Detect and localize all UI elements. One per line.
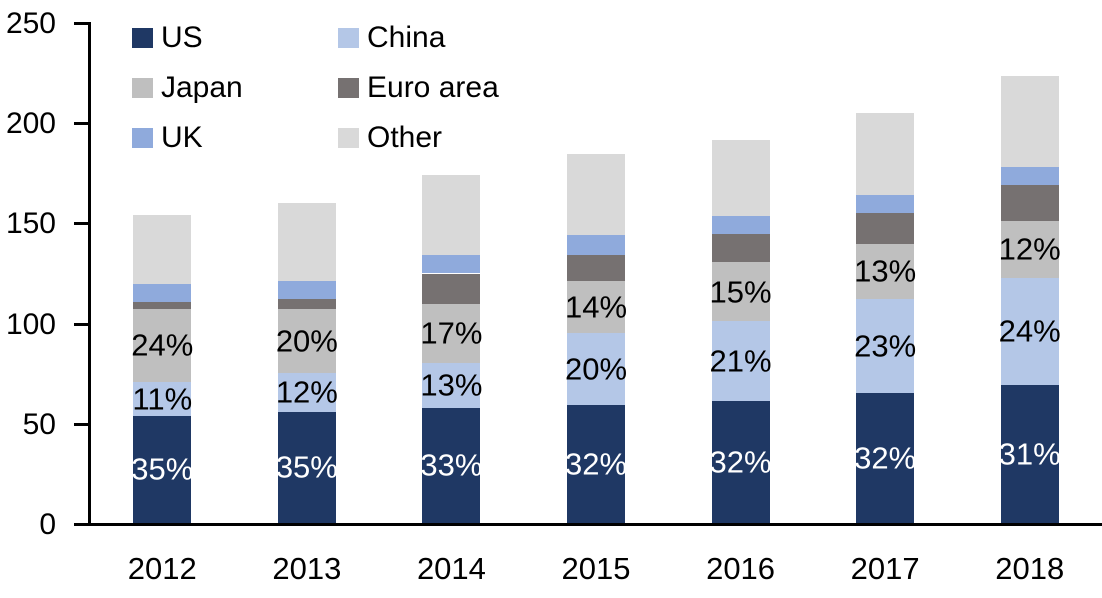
y-tick-label: 250 — [5, 7, 56, 40]
bar-segment-euro-area-2013 — [277, 298, 336, 309]
x-axis-label-2015: 2015 — [561, 551, 631, 586]
bar-label-japan-2017: 13% — [854, 253, 917, 289]
legend-swatch-uk — [132, 128, 153, 148]
bar-segment-uk-2018 — [1000, 167, 1059, 186]
legend-label: Other — [367, 120, 443, 154]
bar-segment-china-2012 — [133, 381, 192, 416]
bar-label-china-2013: 12% — [275, 374, 338, 410]
bar-label-china-2018: 24% — [998, 313, 1061, 349]
bar-segment-other-2017 — [856, 113, 915, 196]
bar-segment-uk-2012 — [133, 283, 192, 302]
bar-segment-euro-area-2018 — [1000, 185, 1059, 222]
bar-segment-euro-area-2012 — [133, 301, 192, 309]
bar-segment-us-2012 — [133, 415, 192, 523]
legend-label: US — [161, 20, 203, 54]
bar-label-china-2012: 11% — [132, 381, 193, 417]
bar-segment-uk-2017 — [856, 195, 915, 214]
bar-label-japan-2016: 15% — [709, 274, 772, 310]
bar-segment-us-2015 — [567, 404, 625, 523]
x-axis-label-2017: 2017 — [850, 551, 920, 586]
bar-segment-china-2018 — [1000, 277, 1059, 385]
x-axis-label-2018: 2018 — [995, 551, 1065, 586]
bar-segment-other-2016 — [711, 140, 770, 217]
x-axis-baseline — [74, 523, 1102, 526]
legend-swatch-china — [338, 28, 359, 48]
bar-segment-euro-area-2016 — [711, 234, 770, 263]
x-axis-label-2012: 2012 — [127, 551, 197, 586]
bar-segment-china-2015 — [567, 332, 625, 405]
bar-segment-uk-2016 — [711, 216, 770, 235]
bar-segment-euro-area-2014 — [422, 273, 481, 304]
y-tick-label: 50 — [22, 407, 56, 441]
bar-segment-us-2014 — [422, 407, 481, 523]
bar-segment-japan-2015 — [567, 280, 625, 333]
x-axis-label-2013: 2013 — [272, 551, 342, 586]
x-axis-label-2016: 2016 — [706, 551, 776, 586]
y-tick-label: 100 — [5, 307, 56, 341]
bar-segment-other-2013 — [277, 203, 336, 281]
bar-segment-japan-2014 — [422, 303, 481, 363]
y-tick-mark — [74, 322, 91, 326]
bar-segment-us-2017 — [856, 392, 915, 523]
y-tick-mark — [74, 122, 91, 126]
bar-label-china-2014: 13% — [420, 367, 483, 403]
bar-segment-japan-2013 — [277, 308, 336, 373]
bar-label-japan-2015: 14% — [564, 289, 628, 325]
bar-segment-other-2015 — [567, 154, 625, 236]
bar-segment-china-2014 — [422, 362, 481, 408]
y-tick-label: 200 — [5, 107, 56, 141]
y-tick-mark — [74, 222, 91, 226]
bar-segment-japan-2012 — [133, 308, 192, 382]
bar-label-china-2016: 21% — [709, 343, 772, 379]
bar-segment-china-2017 — [856, 298, 915, 393]
bar-label-china-2017: 23% — [854, 328, 917, 364]
legend-label: China — [367, 20, 446, 54]
bar-segment-us-2013 — [277, 411, 336, 523]
bar-label-japan-2014: 17% — [420, 315, 483, 351]
bar-segment-uk-2013 — [277, 280, 336, 299]
bar-label-us-2012: 35% — [131, 451, 194, 487]
bar-segment-japan-2016 — [711, 262, 770, 321]
y-axis-line — [88, 22, 91, 526]
bar-segment-other-2012 — [133, 215, 192, 284]
bar-segment-euro-area-2015 — [567, 255, 625, 281]
legend-swatch-euro-area — [338, 78, 359, 98]
bar-segment-uk-2015 — [567, 235, 625, 256]
bar-segment-other-2018 — [1000, 76, 1059, 168]
legend-label: Euro area — [367, 70, 499, 104]
bar-segment-euro-area-2017 — [856, 213, 915, 245]
y-tick-label: 150 — [5, 207, 56, 241]
bar-label-china-2015: 20% — [564, 351, 628, 387]
bar-segment-other-2014 — [422, 175, 481, 256]
bar-label-us-2018: 31% — [998, 436, 1061, 472]
y-tick-mark — [74, 422, 91, 426]
bar-segment-us-2016 — [711, 400, 770, 523]
bar-label-us-2017: 32% — [854, 440, 917, 476]
bar-segment-china-2013 — [277, 372, 336, 412]
y-tick-label: 0 — [39, 508, 56, 541]
bar-segment-us-2018 — [1000, 384, 1059, 523]
bar-label-us-2015: 32% — [564, 446, 628, 482]
bar-label-japan-2013: 20% — [275, 323, 338, 359]
bar-segment-japan-2018 — [1000, 221, 1059, 278]
bar-label-us-2014: 33% — [420, 447, 483, 483]
bar-label-us-2013: 35% — [275, 449, 338, 485]
bar-label-japan-2018: 12% — [998, 231, 1061, 267]
legend-swatch-other — [338, 128, 359, 148]
legend-label: UK — [161, 120, 203, 154]
bar-segment-uk-2014 — [422, 255, 481, 274]
bar-label-japan-2012: 24% — [131, 327, 194, 363]
bar-segment-japan-2017 — [856, 244, 915, 299]
legend-swatch-japan — [132, 78, 153, 98]
x-axis-label-2014: 2014 — [416, 551, 486, 586]
legend-label: Japan — [161, 70, 243, 104]
y-tick-mark — [74, 22, 91, 25]
legend-swatch-us — [132, 28, 153, 48]
bar-segment-china-2016 — [711, 320, 770, 401]
bar-label-us-2016: 32% — [709, 444, 772, 480]
